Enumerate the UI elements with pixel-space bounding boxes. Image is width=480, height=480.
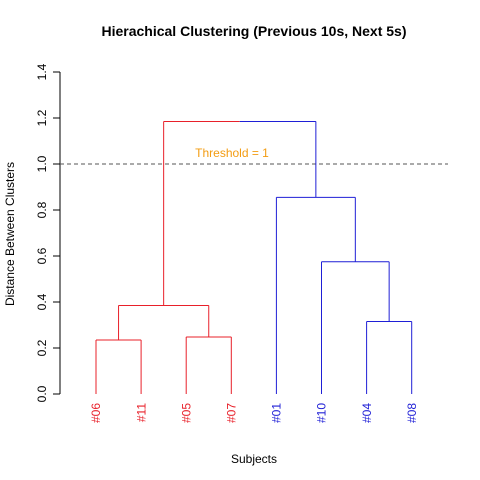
threshold: Threshold = 1 bbox=[60, 146, 448, 165]
leaf-labels: #06 #11 #05 #07 #01 #10 #04 #08 bbox=[89, 403, 419, 423]
leaf-label: #06 bbox=[89, 403, 103, 423]
dendrogram-branches bbox=[95, 120, 413, 394]
leaf-label: #07 bbox=[225, 403, 239, 423]
threshold-label: Threshold = 1 bbox=[195, 146, 269, 160]
x-axis-label: Subjects bbox=[231, 452, 277, 466]
y-tick-label: 0.0 bbox=[35, 385, 49, 402]
y-tick-label: 1.4 bbox=[35, 63, 49, 80]
leaf-label: #04 bbox=[360, 403, 374, 423]
leaf-label: #08 bbox=[405, 403, 419, 423]
leaf-label: #11 bbox=[134, 403, 148, 422]
chart-title: Hierachical Clustering (Previous 10s, Ne… bbox=[101, 23, 406, 39]
y-axis-label: Distance Between Clusters bbox=[3, 162, 17, 306]
y-tick-label: 0.8 bbox=[35, 201, 49, 218]
y-tick-label: 0.4 bbox=[35, 293, 49, 310]
leaf-label: #10 bbox=[315, 403, 329, 423]
y-axis: 0.0 0.2 0.4 0.6 0.8 1.0 1.2 1.4 bbox=[35, 63, 61, 402]
y-tick-label: 0.6 bbox=[35, 247, 49, 264]
leaf-label: #01 bbox=[270, 403, 284, 423]
y-tick-label: 1.2 bbox=[35, 109, 49, 126]
y-tick-label: 0.2 bbox=[35, 339, 49, 356]
y-tick-label: 1.0 bbox=[35, 155, 49, 172]
leaf-label: #05 bbox=[179, 403, 193, 423]
